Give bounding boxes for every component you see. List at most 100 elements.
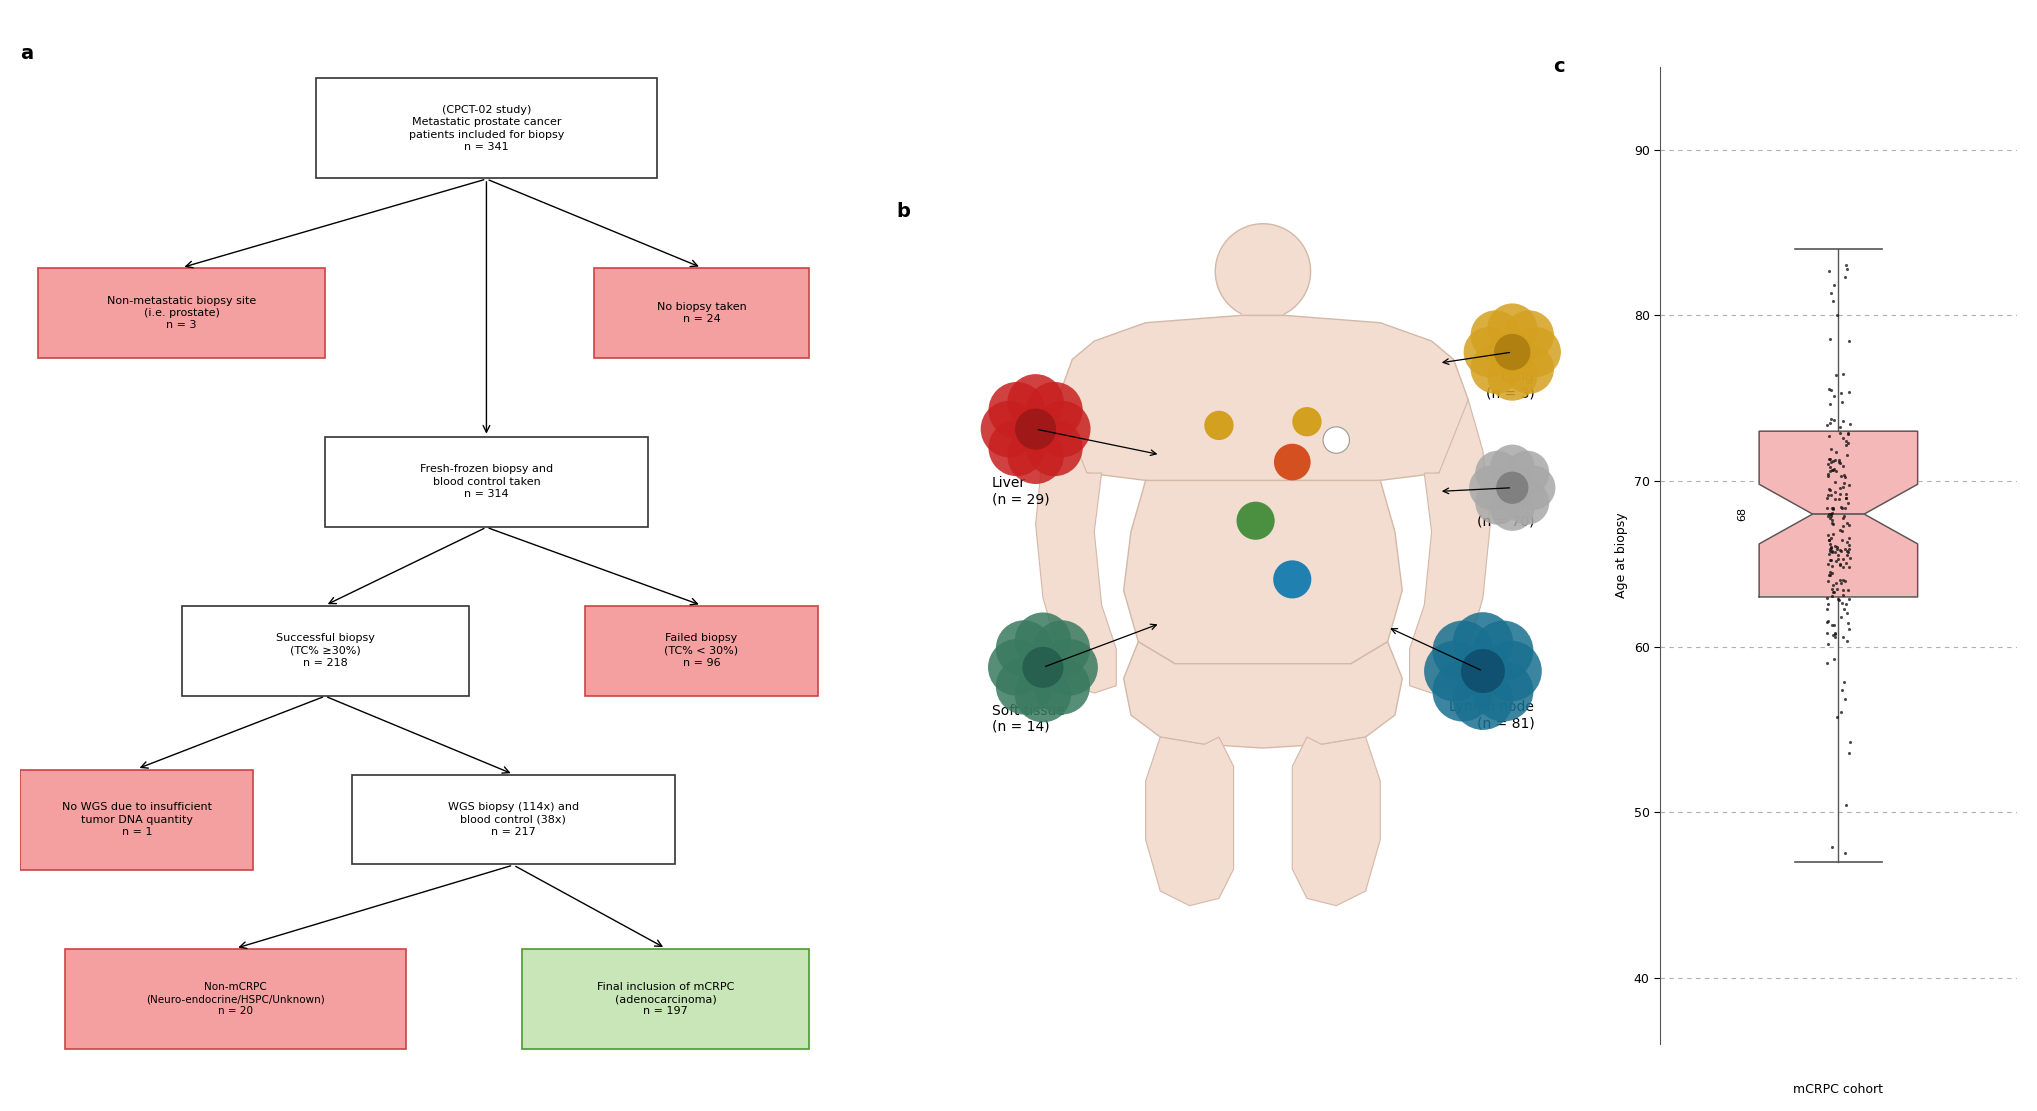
- Circle shape: [1505, 480, 1550, 524]
- Point: [1821, 708, 1854, 725]
- Point: [1827, 510, 1860, 528]
- Point: [1831, 424, 1864, 442]
- Point: [1833, 590, 1866, 608]
- Circle shape: [1008, 428, 1063, 484]
- Point: [1827, 518, 1860, 536]
- Point: [1827, 474, 1860, 492]
- Point: [1817, 292, 1850, 310]
- Point: [1817, 564, 1850, 582]
- Point: [1815, 410, 1848, 428]
- Point: [1823, 453, 1856, 471]
- Point: [1831, 434, 1864, 452]
- FancyBboxPatch shape: [181, 605, 469, 695]
- Point: [1817, 516, 1850, 533]
- Point: [1825, 681, 1858, 699]
- FancyBboxPatch shape: [352, 774, 674, 864]
- Point: [1819, 552, 1852, 570]
- Point: [1827, 581, 1860, 599]
- Point: [1831, 604, 1864, 622]
- Point: [1819, 574, 1852, 592]
- Point: [1811, 467, 1843, 484]
- Point: [1813, 396, 1846, 413]
- Point: [1819, 473, 1852, 491]
- Point: [1833, 537, 1866, 554]
- Point: [1823, 479, 1856, 497]
- Circle shape: [1491, 487, 1534, 531]
- Point: [1827, 507, 1860, 524]
- Circle shape: [1511, 466, 1556, 510]
- Circle shape: [1471, 310, 1520, 360]
- Point: [1829, 257, 1862, 274]
- Circle shape: [1324, 427, 1348, 453]
- Point: [1833, 733, 1866, 751]
- Point: [1819, 490, 1852, 508]
- Circle shape: [996, 658, 1053, 714]
- Text: Lymph node
(n = 81): Lymph node (n = 81): [1450, 700, 1534, 730]
- Point: [1833, 744, 1866, 762]
- FancyBboxPatch shape: [65, 949, 405, 1049]
- Point: [1813, 551, 1846, 569]
- Point: [1831, 533, 1864, 551]
- Point: [1813, 380, 1846, 398]
- Point: [1811, 454, 1843, 472]
- Point: [1815, 499, 1848, 517]
- Point: [1815, 462, 1848, 480]
- Text: No WGS due to insufficient
tumor DNA quantity
n = 1: No WGS due to insufficient tumor DNA qua…: [61, 802, 212, 837]
- Point: [1831, 260, 1864, 278]
- Point: [1829, 691, 1862, 709]
- Polygon shape: [1410, 400, 1491, 693]
- Point: [1813, 565, 1846, 583]
- Point: [1815, 839, 1848, 857]
- Point: [1827, 550, 1860, 568]
- Circle shape: [1452, 612, 1513, 672]
- Point: [1819, 483, 1852, 501]
- Circle shape: [1461, 649, 1505, 693]
- Point: [1815, 284, 1848, 302]
- Point: [1823, 418, 1856, 436]
- Point: [1829, 595, 1862, 613]
- Point: [1831, 547, 1864, 564]
- Point: [1827, 558, 1860, 575]
- Point: [1825, 522, 1858, 540]
- Point: [1811, 417, 1843, 434]
- Point: [1827, 571, 1860, 589]
- Point: [1833, 477, 1866, 494]
- Point: [1813, 262, 1846, 280]
- Point: [1825, 608, 1858, 625]
- Point: [1815, 529, 1848, 547]
- Circle shape: [988, 382, 1045, 439]
- Point: [1815, 330, 1848, 348]
- Point: [1815, 514, 1848, 532]
- Circle shape: [1027, 382, 1084, 439]
- Circle shape: [1487, 303, 1538, 353]
- Point: [1819, 543, 1852, 561]
- Point: [1813, 450, 1846, 468]
- Circle shape: [1424, 641, 1485, 701]
- Text: c: c: [1554, 57, 1564, 76]
- Circle shape: [1487, 351, 1538, 401]
- Point: [1811, 589, 1843, 607]
- Point: [1833, 516, 1866, 533]
- FancyBboxPatch shape: [20, 770, 253, 870]
- Circle shape: [1505, 451, 1550, 496]
- Point: [1811, 507, 1843, 524]
- FancyBboxPatch shape: [326, 437, 648, 527]
- FancyBboxPatch shape: [595, 268, 809, 358]
- Point: [1831, 581, 1864, 599]
- Circle shape: [1014, 612, 1071, 669]
- Point: [1817, 627, 1850, 644]
- Text: a: a: [20, 43, 33, 63]
- Text: Liver
(n = 29): Liver (n = 29): [992, 477, 1049, 507]
- Point: [1813, 526, 1846, 543]
- Point: [1813, 567, 1846, 584]
- Polygon shape: [1145, 737, 1234, 905]
- Point: [1821, 550, 1854, 568]
- Text: mCRPC cohort: mCRPC cohort: [1793, 1083, 1884, 1097]
- Circle shape: [1469, 466, 1513, 510]
- Point: [1831, 424, 1864, 442]
- Point: [1831, 543, 1864, 561]
- Point: [1815, 543, 1848, 561]
- Point: [1815, 617, 1848, 634]
- Circle shape: [1041, 639, 1098, 695]
- Point: [1823, 521, 1856, 539]
